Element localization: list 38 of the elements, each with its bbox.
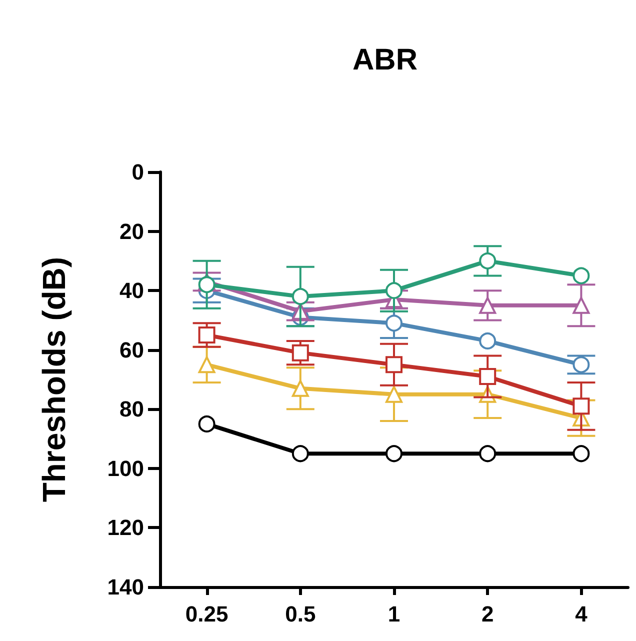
x-tick-label: 4 [575,602,588,626]
point [479,252,496,270]
point [572,267,590,284]
x-tick-label: 0.5 [285,602,316,626]
point [386,356,402,374]
y-tick-label: 0 [132,160,144,184]
y-tick-label: 60 [120,337,144,362]
point [572,296,590,314]
x-tick-label: 1 [388,602,400,626]
x-tick-label: 2 [481,602,494,626]
point [572,445,590,462]
point [386,386,402,403]
y-tick-label: 140 [107,574,144,600]
chart-title: ABR [352,44,418,76]
point [386,445,402,462]
y-tick-label: 120 [107,515,144,540]
y-tick-label: 40 [120,278,144,304]
point [479,445,496,462]
point [479,368,496,386]
y-tick-label: 100 [107,456,144,481]
point [198,356,216,374]
y-axis-title: Thresholds (dB) [36,256,72,502]
point [198,276,216,294]
point [572,398,590,415]
x-tick-label: 0.25 [185,602,228,626]
point [198,415,216,432]
point [386,314,402,332]
point [479,296,496,314]
point [292,288,309,305]
point [198,326,216,344]
y-tick-label: 80 [120,396,144,422]
point [479,332,496,350]
point [292,380,309,397]
point [386,282,402,300]
point [292,445,309,462]
point [572,356,590,374]
y-tick-label: 20 [120,218,144,244]
point [292,344,309,362]
